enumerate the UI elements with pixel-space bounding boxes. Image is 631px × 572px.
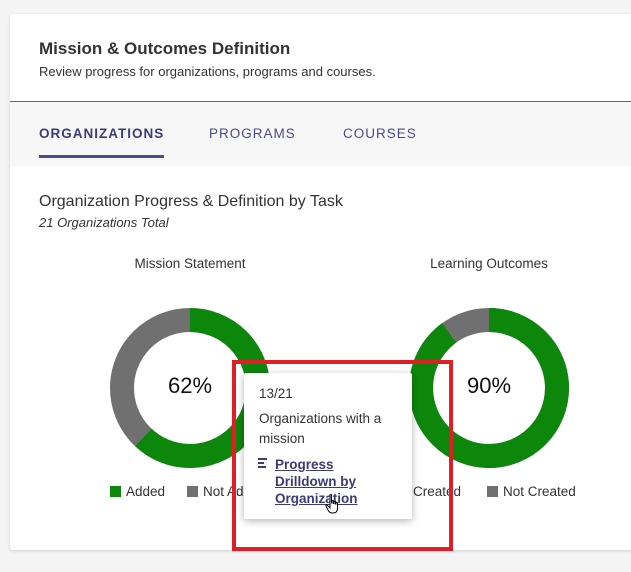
- tab-programs[interactable]: PROGRAMS: [209, 126, 296, 141]
- legend-label-not-created: Not Created: [503, 484, 576, 499]
- card-header: Mission & Outcomes Definition Review pro…: [10, 14, 631, 102]
- bar-chart-icon: [258, 458, 267, 468]
- learning-outcomes-donut[interactable]: [409, 308, 569, 468]
- tooltip-count: 13/21: [259, 386, 293, 401]
- tab-courses[interactable]: COURSES: [343, 126, 417, 141]
- section-title: Organization Progress & Definition by Ta…: [39, 193, 343, 210]
- tab-organizations[interactable]: ORGANIZATIONS: [39, 126, 165, 158]
- legend-label-added: Added: [126, 484, 166, 499]
- legend-item-not-created[interactable]: Not Created: [487, 484, 576, 499]
- legend-swatch-added: [110, 486, 121, 497]
- page-title: Mission & Outcomes Definition: [39, 39, 291, 58]
- page-subtitle: Review progress for organizations, progr…: [39, 64, 376, 79]
- mission-statement-chart-label: Mission Statement: [134, 256, 246, 271]
- hand-cursor-icon: [325, 494, 338, 514]
- section-subtitle: 21 Organizations Total: [39, 215, 169, 230]
- learning-outcomes-chart-label: Learning Outcomes: [430, 256, 548, 271]
- tooltip-description: Organizations with a mission: [259, 411, 382, 446]
- outcomes-created-segment[interactable]: [409, 308, 569, 468]
- legend-item-added[interactable]: Added: [110, 484, 165, 499]
- legend-swatch-not-created: [487, 486, 498, 497]
- legend-swatch-not-added: [187, 486, 198, 497]
- tab-bar: ORGANIZATIONS PROGRAMS COURSES: [10, 102, 631, 166]
- learning-outcomes-percent: 90%: [466, 373, 512, 398]
- legend-label-created: Created: [413, 484, 462, 499]
- donut-tooltip: 13/21 Organizations with a mission Progr…: [244, 373, 412, 519]
- mission-statement-percent: 62%: [167, 373, 213, 398]
